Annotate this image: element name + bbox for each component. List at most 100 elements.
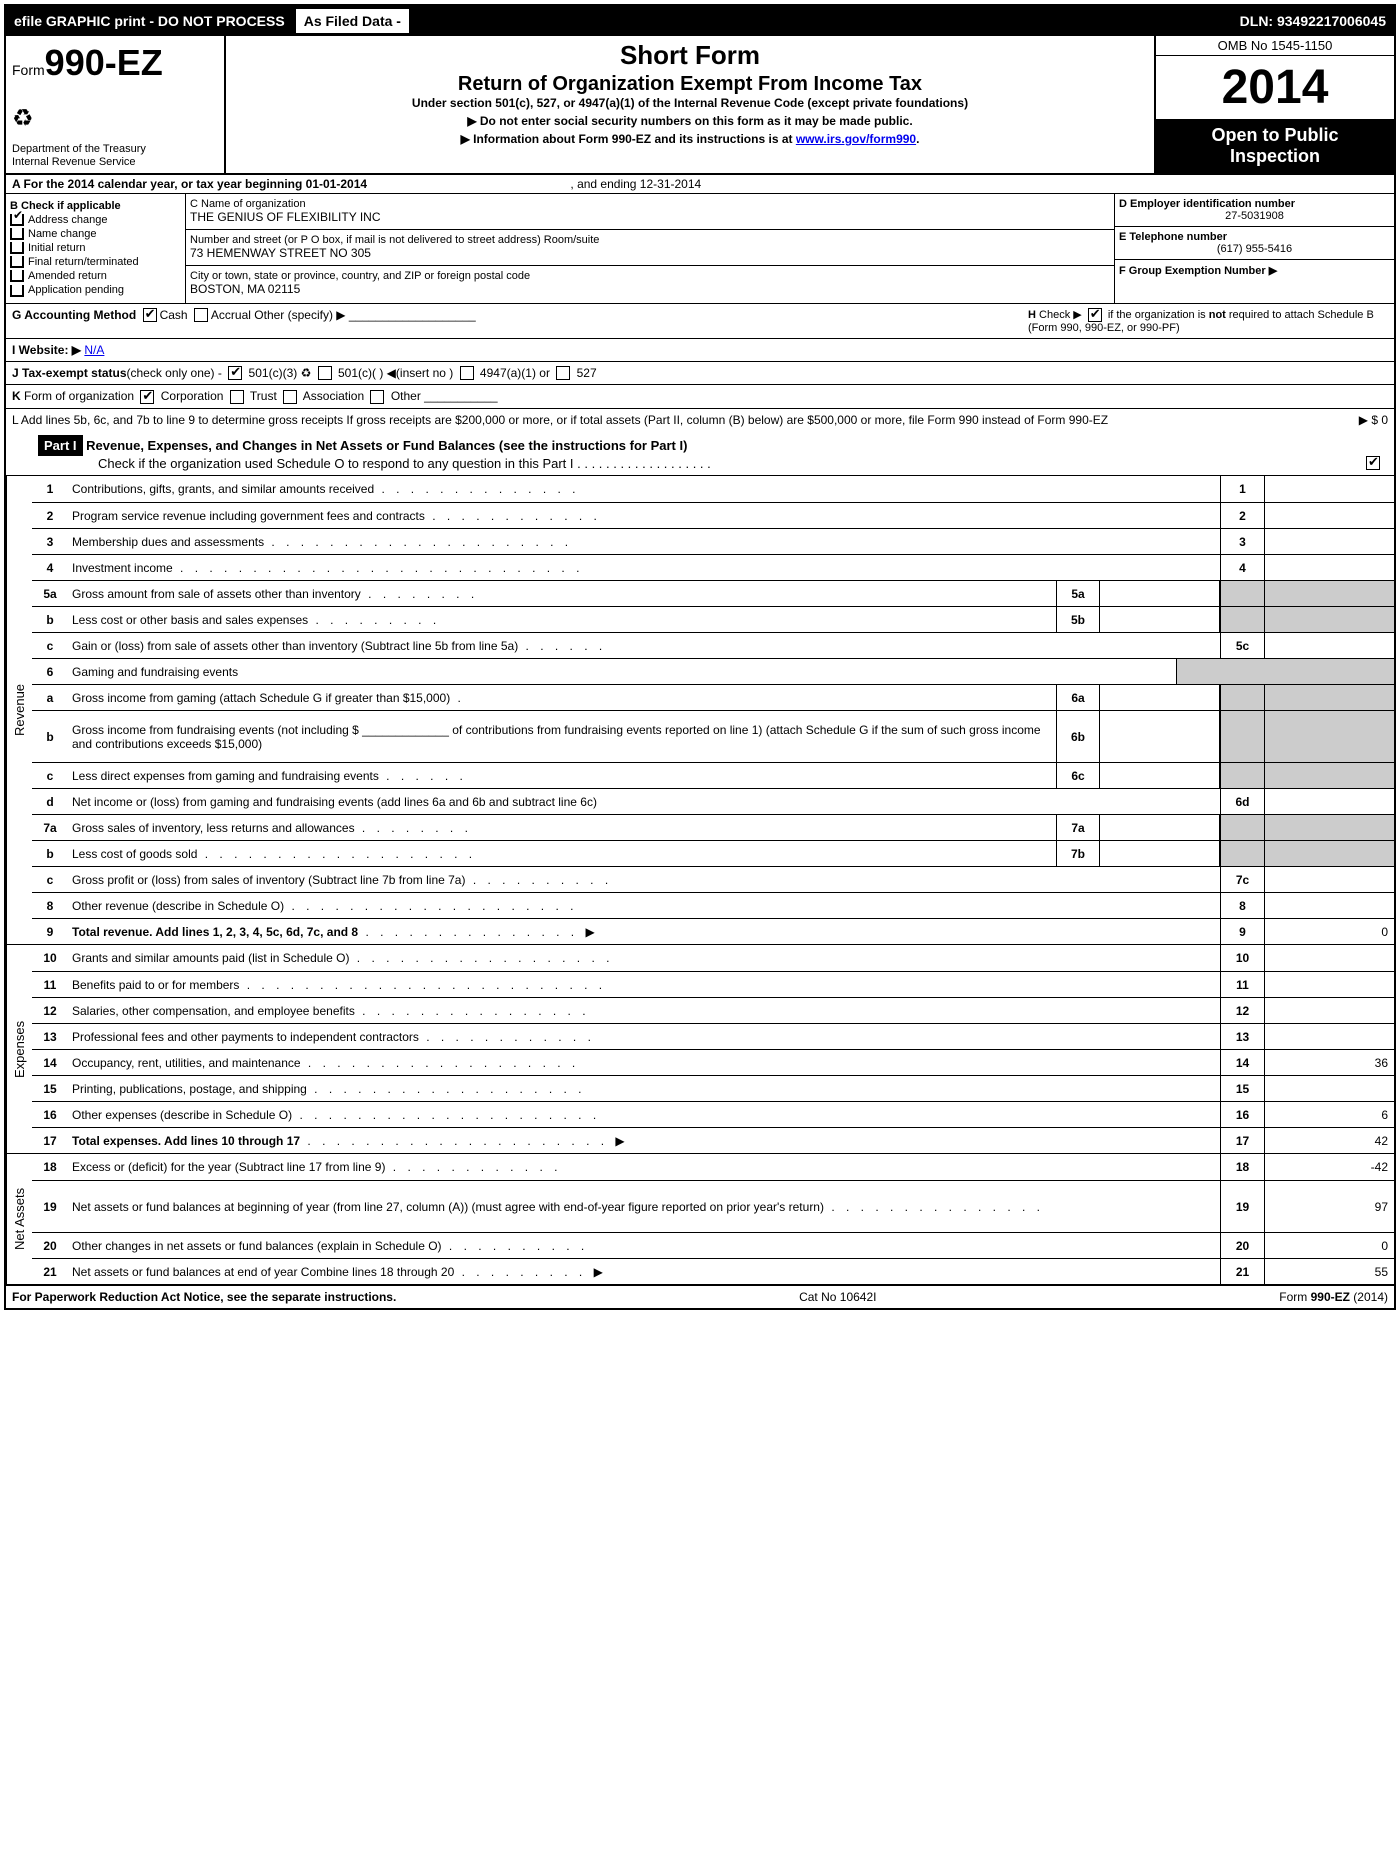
part1-sub: Check if the organization used Schedule …: [98, 456, 711, 471]
d-val: 27-5031908: [1119, 210, 1390, 222]
irs-link[interactable]: www.irs.gov/form990: [796, 132, 916, 146]
right-no-grey: [1220, 581, 1264, 606]
line-desc: Printing, publications, postage, and shi…: [68, 1078, 1220, 1100]
i-label: I Website: ▶: [12, 343, 81, 357]
line-desc: Less cost of goods sold . . . . . . . . …: [68, 843, 1056, 865]
check-other-org[interactable]: [370, 390, 384, 404]
sub-line-no: 7b: [1056, 841, 1100, 866]
line-number: 1: [32, 478, 68, 500]
right-line-val: [1264, 1024, 1394, 1049]
right-line-val: [1264, 789, 1394, 814]
check-501c[interactable]: [318, 366, 332, 380]
check-corp[interactable]: [140, 390, 154, 404]
website-link[interactable]: N/A: [84, 343, 104, 357]
check-501c3[interactable]: [228, 366, 242, 380]
form-line-19: 19Net assets or fund balances at beginni…: [32, 1180, 1394, 1232]
line-desc: Total expenses. Add lines 10 through 17 …: [68, 1130, 1220, 1152]
right-line-no: 9: [1220, 919, 1264, 944]
check-assoc[interactable]: [283, 390, 297, 404]
right-line-val: [1264, 945, 1394, 971]
header-right: OMB No 1545-1150 2014 Open to Public Ins…: [1154, 36, 1394, 173]
form-header: Form990-EZ ♻ Department of the Treasury …: [6, 36, 1394, 175]
sub-line-val: [1100, 815, 1220, 840]
line-number: a: [32, 687, 68, 709]
right-line-val: [1264, 1076, 1394, 1101]
right-no-grey: [1220, 763, 1264, 788]
line-desc: Gross profit or (loss) from sales of inv…: [68, 869, 1220, 891]
right-line-val: 36: [1264, 1050, 1394, 1075]
open-line1: Open to Public: [1162, 125, 1388, 146]
f-lbl: F Group Exemption Number ▶: [1119, 264, 1390, 277]
sub-line-no: 5b: [1056, 607, 1100, 632]
check-accrual[interactable]: [194, 308, 208, 322]
open-line2: Inspection: [1162, 146, 1388, 167]
line-number: 19: [32, 1196, 68, 1218]
line-number: b: [32, 843, 68, 865]
right-line-no: 6d: [1220, 789, 1264, 814]
form-line-a: aGross income from gaming (attach Schedu…: [32, 684, 1394, 710]
check-4947[interactable]: [460, 366, 474, 380]
check-h[interactable]: [1088, 308, 1102, 322]
form-no-big: 990-EZ: [45, 42, 163, 83]
check-name-change[interactable]: [10, 228, 24, 240]
form-line-d: dNet income or (loss) from gaming and fu…: [32, 788, 1394, 814]
line-number: 9: [32, 921, 68, 943]
line-number: 5a: [32, 583, 68, 605]
sub-line-val: [1100, 607, 1220, 632]
line-a: A For the 2014 calendar year, or tax yea…: [6, 175, 1394, 194]
right-line-no: 1: [1220, 476, 1264, 502]
arrow-1: ▶ Do not enter social security numbers o…: [234, 114, 1146, 128]
right-line-val: [1264, 555, 1394, 580]
dept-line1: Department of the Treasury: [12, 143, 146, 156]
g-label: G Accounting Method: [12, 308, 136, 322]
footer-left: For Paperwork Reduction Act Notice, see …: [12, 1290, 396, 1304]
check-amended[interactable]: [10, 270, 24, 282]
check-initial[interactable]: [10, 242, 24, 254]
check-final[interactable]: [10, 256, 24, 268]
line-desc: Grants and similar amounts paid (list in…: [68, 947, 1220, 969]
line-number: d: [32, 791, 68, 813]
sub-line-no: 6a: [1056, 685, 1100, 710]
c-street-lbl: Number and street (or P O box, if mail i…: [190, 234, 1110, 246]
right-line-no: 12: [1220, 998, 1264, 1023]
line-number: 8: [32, 895, 68, 917]
right-line-val: [1264, 998, 1394, 1023]
dept-line2: Internal Revenue Service: [12, 156, 146, 169]
line-desc: Contributions, gifts, grants, and simila…: [68, 478, 1220, 500]
check-application[interactable]: [10, 285, 24, 297]
right-grey-full: [1176, 659, 1394, 684]
check-cash[interactable]: [143, 308, 157, 322]
lbl-other: Other (specify) ▶: [254, 308, 345, 322]
line-desc: Other expenses (describe in Schedule O) …: [68, 1104, 1220, 1126]
line-number: 4: [32, 557, 68, 579]
line-a-pre: A For the 2014 calendar year, or tax yea…: [12, 177, 367, 191]
line-number: 20: [32, 1235, 68, 1257]
box-b: B Check if applicable Address change Nam…: [6, 194, 186, 303]
box-c: C Name of organization THE GENIUS OF FLE…: [186, 194, 1114, 303]
footer-right: Form 990-EZ (2014): [1279, 1290, 1388, 1304]
check-527[interactable]: [556, 366, 570, 380]
right-val-grey: [1264, 841, 1394, 866]
check-schedule-o[interactable]: [1366, 456, 1380, 470]
check-trust[interactable]: [230, 390, 244, 404]
form-line-4: 4Investment income . . . . . . . . . . .…: [32, 554, 1394, 580]
right-no-grey: [1220, 711, 1264, 762]
e-lbl: E Telephone number: [1119, 231, 1390, 243]
efile-label: efile GRAPHIC print - DO NOT PROCESS: [6, 9, 293, 33]
form-line-9: 9Total revenue. Add lines 1, 2, 3, 4, 5c…: [32, 918, 1394, 944]
right-line-val: [1264, 503, 1394, 528]
lbl-accrual: Accrual: [211, 308, 251, 322]
check-address-change[interactable]: [10, 214, 24, 226]
right-line-no: 16: [1220, 1102, 1264, 1127]
sub-line-val: [1100, 763, 1220, 788]
lbl-amend: Amended return: [28, 270, 107, 282]
right-line-no: 8: [1220, 893, 1264, 918]
right-line-val: [1264, 633, 1394, 658]
form-line-c: cGross profit or (loss) from sales of in…: [32, 866, 1394, 892]
lbl-addr: Address change: [28, 214, 108, 226]
under-section: Under section 501(c), 527, or 4947(a)(1)…: [234, 96, 1146, 110]
right-line-val: 97: [1264, 1181, 1394, 1232]
line-desc: Total revenue. Add lines 1, 2, 3, 4, 5c,…: [68, 921, 1220, 943]
lbl-app: Application pending: [28, 284, 124, 296]
line-desc: Gross amount from sale of assets other t…: [68, 583, 1056, 605]
